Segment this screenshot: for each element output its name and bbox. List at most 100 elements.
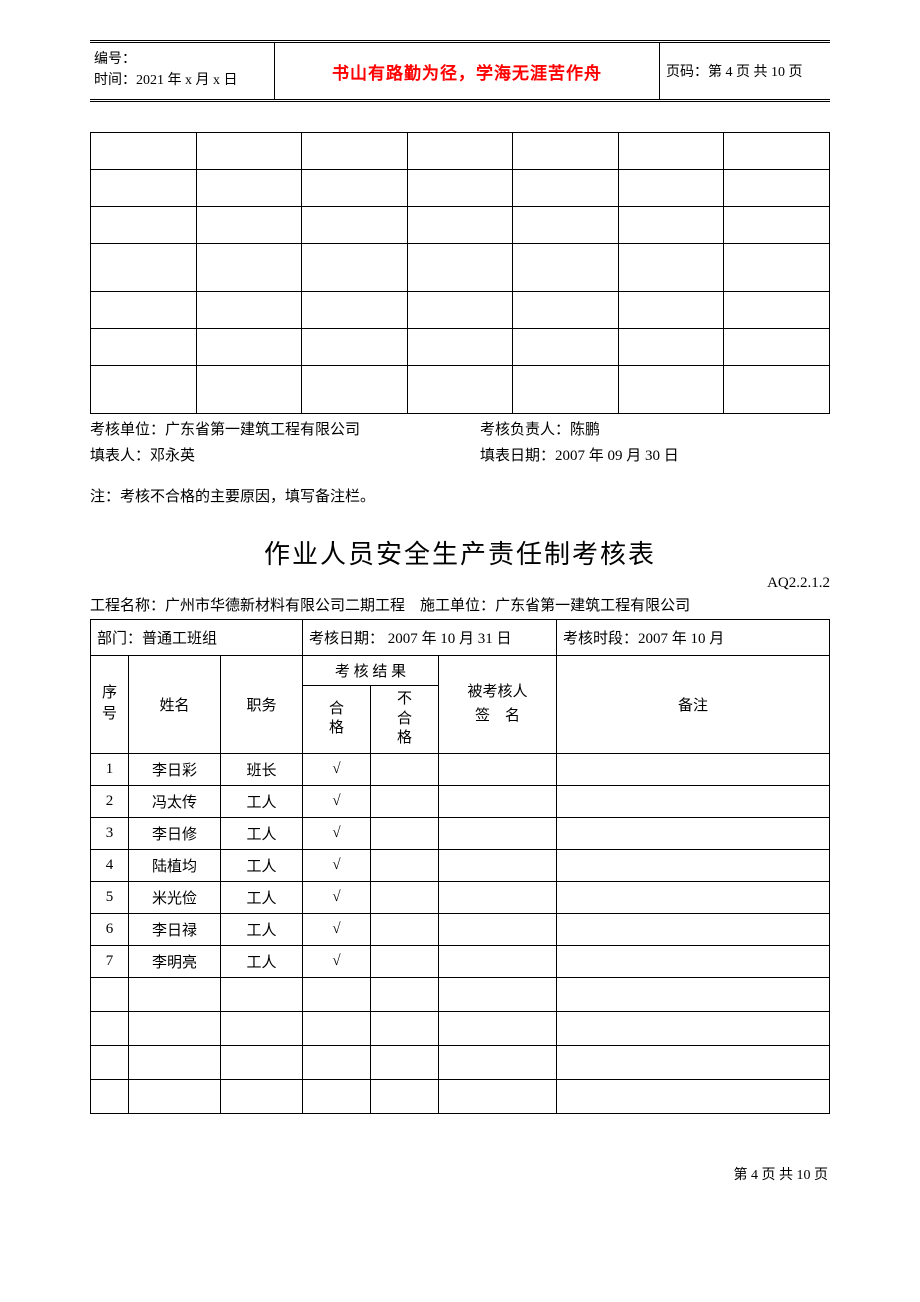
- dept-label: 部门：: [97, 631, 142, 647]
- cell-position: 工人: [221, 913, 303, 945]
- empty-cell: [196, 366, 302, 414]
- project-line: 工程名称：广州市华德新材料有限公司二期工程 施工单位：广东省第一建筑工程有限公司: [90, 594, 830, 615]
- assess-leader-label: 考核负责人：: [480, 422, 570, 438]
- cell-sig: [439, 881, 557, 913]
- time-value: 2021 年 x 月 x 日: [136, 73, 238, 88]
- cell-pass: √: [303, 881, 371, 913]
- empty-cell: [407, 133, 513, 170]
- cell-remark: [557, 817, 830, 849]
- empty-cell: [91, 329, 197, 366]
- empty-cell: [407, 329, 513, 366]
- empty-cell: [221, 1011, 303, 1045]
- empty-cell: [618, 133, 724, 170]
- table-row: 6李日禄工人√: [91, 913, 830, 945]
- cell-position: 工人: [221, 945, 303, 977]
- empty-cell: [371, 1011, 439, 1045]
- cell-fail: [371, 785, 439, 817]
- col-position: 职务: [221, 656, 303, 754]
- cell-remark: [557, 881, 830, 913]
- empty-cell: [303, 977, 371, 1011]
- empty-cell: [407, 207, 513, 244]
- empty-cell: [91, 207, 197, 244]
- table-row: 7李明亮工人√: [91, 945, 830, 977]
- empty-cell: [302, 292, 408, 329]
- empty-cell: [303, 1045, 371, 1079]
- page-footer: 第 4 页 共 10 页: [90, 1164, 830, 1184]
- cell-fail: [371, 753, 439, 785]
- empty-cell: [196, 133, 302, 170]
- motto-text: 书山有路勤为径，学海无涯苦作舟: [332, 59, 602, 84]
- empty-cell: [618, 170, 724, 207]
- empty-cell: [129, 977, 221, 1011]
- table-row: 1李日彩班长√: [91, 753, 830, 785]
- empty-cell: [196, 170, 302, 207]
- empty-cell: [618, 207, 724, 244]
- empty-cell: [513, 329, 619, 366]
- assess-date-cell: 考核日期： 2007 年 10 月 31 日: [303, 620, 557, 656]
- cell-fail: [371, 881, 439, 913]
- fill-date-value: 2007 年 09 月 30 日: [555, 448, 679, 464]
- empty-cell: [302, 170, 408, 207]
- cell-name: 李明亮: [129, 945, 221, 977]
- cell-remark: [557, 913, 830, 945]
- form-title: 作业人员安全生产责任制考核表: [90, 534, 830, 571]
- cell-name: 米光俭: [129, 881, 221, 913]
- empty-cell: [407, 244, 513, 292]
- table-row: 4陆植均工人√: [91, 849, 830, 881]
- filler-value: 邓永英: [150, 448, 195, 464]
- empty-cell: [91, 1045, 129, 1079]
- table-row: 3李日修工人√: [91, 817, 830, 849]
- empty-cell: [724, 170, 830, 207]
- empty-cell: [618, 366, 724, 414]
- cell-name: 冯太传: [129, 785, 221, 817]
- cell-name: 李日修: [129, 817, 221, 849]
- table-row: 5米光俭工人√: [91, 881, 830, 913]
- cell-pass: √: [303, 945, 371, 977]
- empty-cell: [302, 329, 408, 366]
- empty-cell: [91, 1011, 129, 1045]
- empty-cell: [513, 244, 619, 292]
- header-left: 编号： 时间：2021 年 x 月 x 日: [90, 43, 275, 99]
- col-name: 姓名: [129, 656, 221, 754]
- page: 编号： 时间：2021 年 x 月 x 日 书山有路勤为径，学海无涯苦作舟 页码…: [0, 0, 920, 1224]
- cell-name: 李日彩: [129, 753, 221, 785]
- empty-cell: [513, 170, 619, 207]
- cell-fail: [371, 817, 439, 849]
- empty-cell: [439, 977, 557, 1011]
- empty-cell: [513, 292, 619, 329]
- cell-pass: √: [303, 913, 371, 945]
- cell-fail: [371, 913, 439, 945]
- cell-sig: [439, 945, 557, 977]
- cell-sig: [439, 753, 557, 785]
- cell-position: 工人: [221, 849, 303, 881]
- cell-position: 工人: [221, 817, 303, 849]
- empty-cell: [129, 1011, 221, 1045]
- cell-pass: √: [303, 817, 371, 849]
- empty-cell: [724, 329, 830, 366]
- empty-cell: [618, 292, 724, 329]
- cell-seq: 2: [91, 785, 129, 817]
- cell-seq: 3: [91, 817, 129, 849]
- empty-cell: [302, 244, 408, 292]
- page-value: 第 4 页 共 10 页: [708, 61, 803, 81]
- cell-sig: [439, 817, 557, 849]
- empty-cell: [129, 1045, 221, 1079]
- empty-cell: [557, 1079, 830, 1113]
- upper-empty-table: [90, 132, 830, 414]
- info-block: 考核单位：广东省第一建筑工程有限公司 考核负责人：陈鹏 填表人：邓永英 填表日期…: [90, 418, 830, 469]
- header-middle: 书山有路勤为径，学海无涯苦作舟: [275, 43, 660, 99]
- empty-cell: [371, 977, 439, 1011]
- empty-cell: [557, 977, 830, 1011]
- cell-remark: [557, 753, 830, 785]
- col-fail: 不合格: [371, 686, 439, 754]
- note-text: 注：考核不合格的主要原因，填写备注栏。: [90, 485, 830, 506]
- empty-cell: [196, 329, 302, 366]
- empty-cell: [91, 244, 197, 292]
- cell-name: 李日禄: [129, 913, 221, 945]
- assessment-table: 部门：普通工班组 考核日期： 2007 年 10 月 31 日 考核时段：200…: [90, 619, 830, 1114]
- empty-cell: [302, 207, 408, 244]
- empty-cell: [196, 244, 302, 292]
- header-right: 页码：第 4 页 共 10 页: [660, 43, 830, 99]
- empty-cell: [407, 366, 513, 414]
- dept-value: 普通工班组: [142, 631, 217, 647]
